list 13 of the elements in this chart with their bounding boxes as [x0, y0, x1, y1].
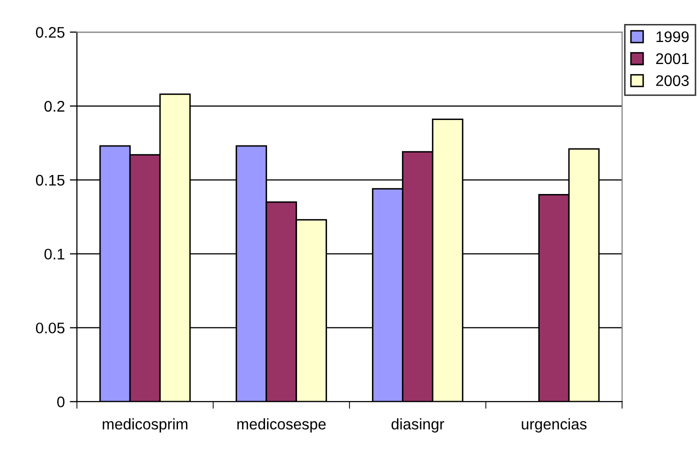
y-tick-label: 0.15	[36, 174, 64, 186]
x-tick-label: medicosespe	[237, 418, 326, 433]
legend-label: 2003	[656, 75, 689, 86]
legend-label: 2001	[656, 53, 689, 64]
y-tick-label: 0.25	[36, 27, 64, 38]
y-tick-label: 0.1	[44, 248, 64, 260]
legend-label: 1999	[656, 31, 689, 42]
x-tick-label: diasingr	[392, 418, 444, 433]
y-tick-label: 0.2	[44, 100, 64, 112]
x-tick-label: medicosprim	[102, 418, 188, 433]
y-tick-label: 0	[57, 396, 64, 408]
x-tick-label: urgencias	[522, 418, 587, 433]
y-tick-label: 0.05	[36, 322, 64, 334]
